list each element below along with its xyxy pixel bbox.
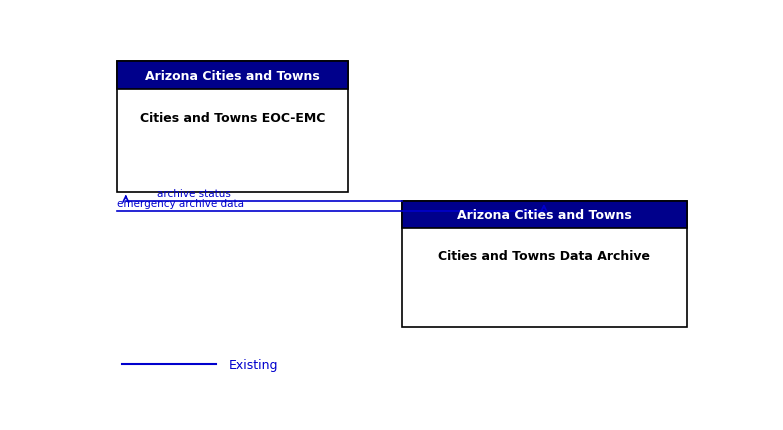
Text: Arizona Cities and Towns: Arizona Cities and Towns [457,209,632,221]
Bar [402,202,687,327]
Bar [402,202,687,229]
Bar [117,62,348,90]
Text: emergency archive data: emergency archive data [117,199,244,209]
Text: Existing: Existing [229,358,278,371]
Bar [117,62,348,192]
Text: Cities and Towns EOC-EMC: Cities and Towns EOC-EMC [139,112,325,125]
Text: Cities and Towns Data Archive: Cities and Towns Data Archive [438,250,651,263]
Text: Arizona Cities and Towns: Arizona Cities and Towns [145,70,319,83]
Text: archive status: archive status [157,189,231,199]
